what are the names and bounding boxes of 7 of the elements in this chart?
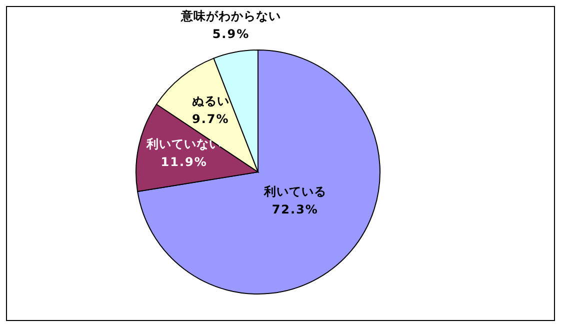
slice-label: ぬるい [192, 94, 230, 108]
data-label: 9.7% [192, 112, 230, 126]
slice-label: 利いている [262, 184, 326, 199]
data-label: 5.9% [212, 27, 250, 42]
data-label: 72.3% [272, 202, 318, 217]
data-label: 11.9% [160, 154, 208, 169]
slice-label: 意味がわからない [180, 9, 281, 24]
